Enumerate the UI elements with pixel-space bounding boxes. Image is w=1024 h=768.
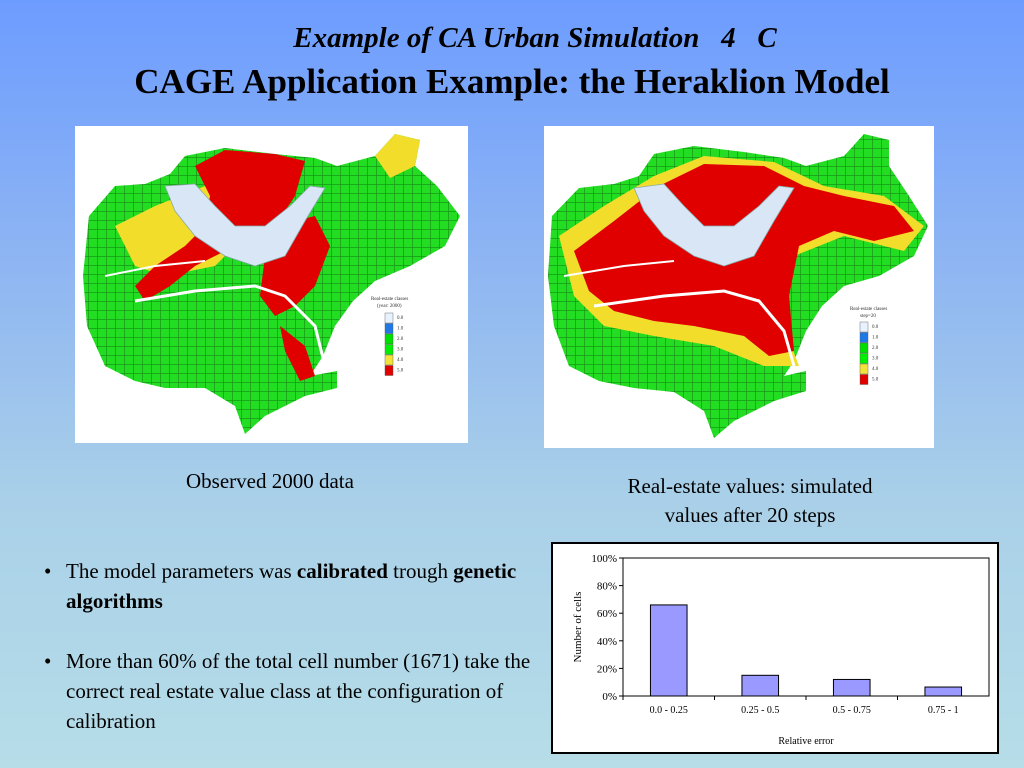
simulated-caption-line2: values after 20 steps [664,503,836,527]
x-tick-label: 0.25 - 0.5 [741,705,779,716]
y-tick-label: 20% [597,663,617,675]
legend-label: 2.0 [397,337,404,342]
bullet-calibration: • The model parameters was calibrated tr… [44,556,544,616]
relative-error-chart: 0% 20% 40% 60% 80% 100% 0.0 - 0.25 0.25 - 0.5 0.… [551,542,999,754]
left-legend: 0.0 1.0 2.0 3.0 4.0 5.0 [384,312,404,376]
legend-label: 1.0 [872,336,879,341]
simulated-map-caption: Real-estate values: simulated values aft… [570,472,930,530]
x-tick-label: 0.75 - 1 [928,705,959,716]
bullet2-text: More than 60% of the total cell number (… [66,649,531,733]
legend-label: 4.0 [872,367,879,372]
bullet1-bold-calibrated: calibrated [296,559,388,583]
left-legend-title: Real-estate classes [371,297,408,302]
bar [832,678,871,697]
bar [741,674,780,697]
slide-title: CAGE Application Example: the Heraklion … [134,62,890,101]
legend-label: 4.0 [397,358,404,363]
legend-swatch [859,374,869,385]
bullet-list: • The model parameters was calibrated tr… [44,556,544,766]
y-tick-label: 0% [602,691,617,703]
x-tick-label: 0.0 - 0.25 [650,705,688,716]
y-tick-label: 80% [597,581,617,593]
legend-label: 5.0 [872,378,879,383]
right-legend: 0.0 1.0 2.0 3.0 4.0 5.0 [859,321,879,385]
legend-swatch [384,333,394,345]
legend-swatch [859,342,869,354]
observed-map-graphic: Real-estate classes (year: 2000) 0.0 1.0 2… [83,134,460,434]
legend-label: 0.0 [872,325,879,330]
bullet-marker: • [44,559,52,583]
y-tick-label: 100% [591,553,617,565]
x-axis-label: Relative error [778,736,834,747]
observed-map: Real-estate classes (year: 2000) 0.0 1.0 2… [75,126,468,443]
bar [649,604,688,697]
legend-label: 3.0 [397,348,404,353]
simulated-caption-line1: Real-estate values: simulated [627,474,873,498]
y-axis-label: Number of cells [572,592,584,663]
legend-label: 2.0 [872,346,879,351]
legend-swatch [859,321,869,333]
y-tick-label: 40% [597,636,617,648]
slide-subtitle: Example of CA Urban Simulation 4 C [293,22,777,54]
chart-svg: 0% 20% 40% 60% 80% 100% 0.0 - 0.25 0.25 - 0.5 0.… [572,553,990,747]
legend-label: 3.0 [872,357,879,362]
legend-swatch [384,354,394,366]
legend-swatch [859,332,869,343]
legend-swatch [859,363,869,375]
y-tick-label: 60% [597,608,617,620]
left-legend-subtitle: (year: 2000) [377,304,402,309]
legend-label: 5.0 [397,369,404,374]
bullet1-text-a: The model parameters was [66,559,297,583]
bullet-correct-cells: • More than 60% of the total cell number… [44,646,544,736]
right-legend-subtitle: step=20 [860,314,876,319]
bullet1-bold-genetic: genetic algorithms [66,559,517,613]
legend-swatch [859,353,869,364]
bar [924,686,963,697]
legend-swatch [384,365,394,376]
right-legend-title: Real-estate classes [850,307,887,312]
legend-swatch [384,323,394,334]
legend-label: 0.0 [397,316,404,321]
legend-swatch [384,312,394,324]
legend-swatch [384,344,394,355]
bullet1-text-b: trough [387,559,454,583]
x-tick-label: 0.5 - 0.75 [833,705,871,716]
observed-map-caption: Observed 2000 data [186,469,354,493]
simulated-map-graphic: Real-estate classes step=20 0.0 1.0 2.0 3.0… [548,134,928,438]
legend-label: 1.0 [397,327,404,332]
simulated-map: Real-estate classes step=20 0.0 1.0 2.0 3.0… [544,126,934,448]
bullet-marker: • [44,649,52,673]
